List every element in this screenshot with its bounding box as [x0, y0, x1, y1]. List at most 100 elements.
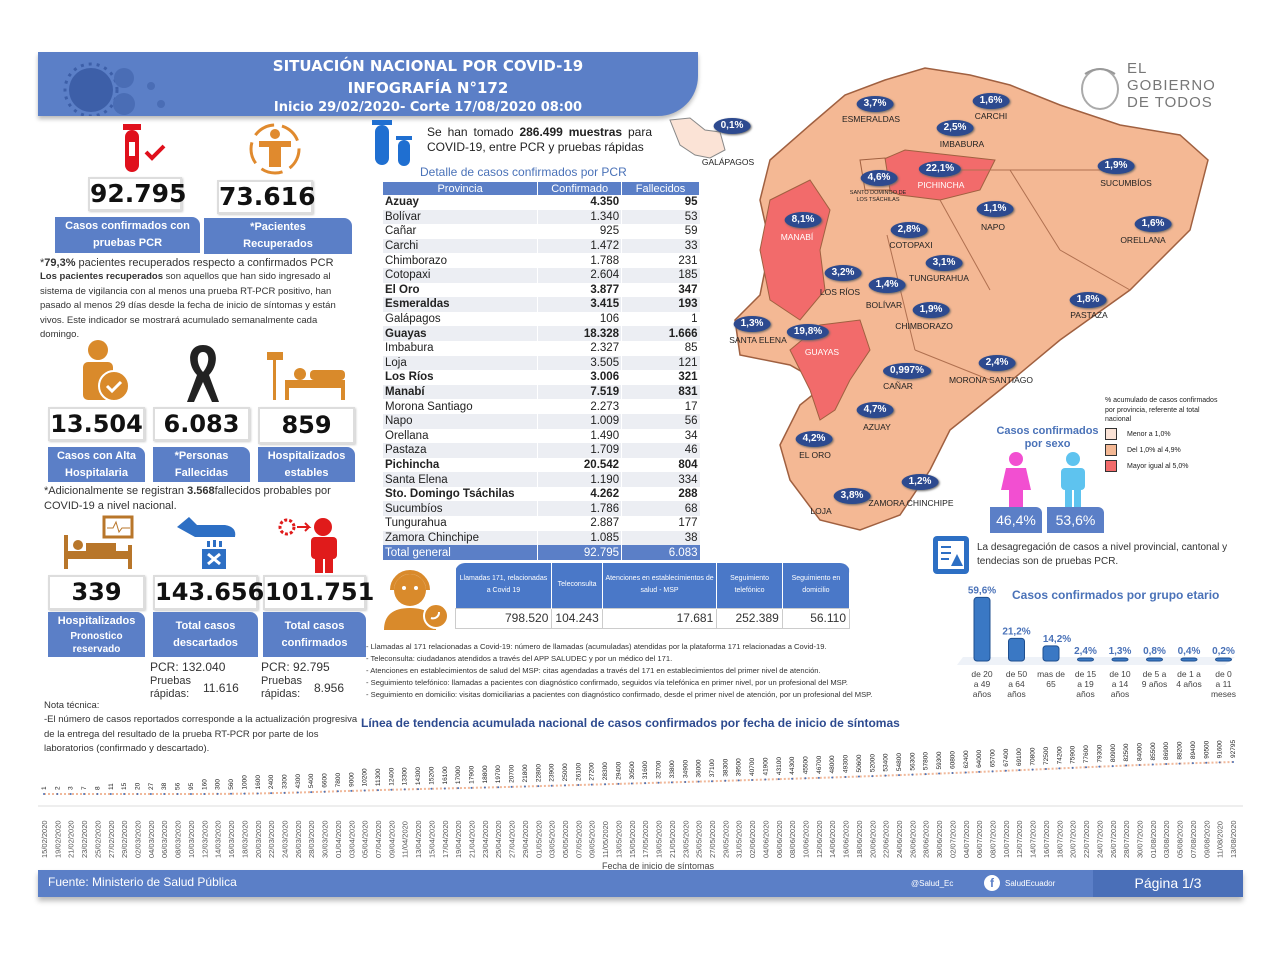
legend-label: Mayor igual al 5,0%	[1127, 462, 1189, 470]
trend-date-label: 05/04/2020	[361, 820, 370, 858]
deceased-count: 177	[621, 516, 700, 531]
age-bar	[1008, 637, 1025, 662]
trend-date-label: 04/07/2020	[962, 820, 971, 858]
trend-date-label: 06/07/2020	[975, 820, 984, 858]
legend-label: Del 1,0% al 4,9%	[1127, 446, 1181, 454]
call-note-line: - Teleconsulta: ciudadanos atendidos a t…	[366, 654, 673, 663]
confirmed-count: 925	[537, 224, 622, 239]
virus-icon	[63, 62, 165, 116]
confirmed-count: 1.340	[537, 209, 622, 225]
trend-point	[189, 792, 192, 795]
recovered-label: *Pacientes Recuperados	[204, 218, 352, 254]
legend-label: Menor a 1,0%	[1127, 430, 1171, 438]
deceased-count: 33	[621, 238, 700, 254]
trend-date-label: 10/03/2020	[187, 820, 196, 858]
recovered-value: 73.616	[217, 180, 315, 214]
table-row: Carchi 1.472 33	[383, 238, 700, 254]
province-name: El Oro	[385, 283, 420, 296]
twitter-handle[interactable]: @Salud_Ec	[911, 879, 954, 888]
trend-value-label: 77600	[1083, 745, 1090, 763]
call-column-value: 56.110	[781, 607, 850, 629]
trend-value-label: 2400	[268, 774, 275, 789]
deceased-label: *Personas Fallecidas	[153, 447, 250, 482]
trend-value-label: 22800	[535, 764, 542, 782]
trend-value-label: 88200	[1177, 741, 1184, 759]
trend-date-label: 16/07/2020	[1042, 820, 1051, 858]
trend-value-label: 27200	[589, 762, 596, 780]
trend-value-label: 48000	[829, 755, 836, 773]
trend-date-label: 02/03/2020	[134, 820, 143, 858]
trend-date-label: 12/07/2020	[1015, 820, 1024, 858]
table-row: Imbabura 2.327 85	[383, 340, 700, 356]
trend-date-label: 30/06/2020	[935, 820, 944, 858]
facebook-handle[interactable]: SaludEcuador	[1005, 879, 1056, 888]
province-percent-badge: 1,4%	[868, 277, 906, 293]
trend-point	[443, 787, 446, 790]
trend-value-label: 21800	[522, 764, 529, 782]
trend-value-label: 72500	[1043, 747, 1050, 765]
age-bar	[1077, 657, 1094, 662]
total-confirmed-label: Total casos confirmados	[263, 612, 366, 657]
recovered-definition-bold: Los pacientes recuperados	[40, 271, 164, 282]
deceased-count: 334	[621, 472, 700, 487]
trend-value-label: 300	[215, 779, 222, 790]
age-category-label: mas de 65	[1037, 669, 1065, 689]
trend-point	[657, 781, 660, 784]
trend-date-label: 23/04/2020	[481, 820, 490, 858]
table-row: Pastaza 1.709 46	[383, 443, 700, 458]
legend-swatch	[1105, 459, 1117, 472]
province-percent-badge: 1,6%	[1134, 216, 1172, 232]
age-category-label: de 20 a 49 años	[971, 669, 993, 699]
trend-value-label: 62400	[963, 750, 970, 768]
trend-value-label: 64000	[976, 749, 983, 767]
trend-value-label: 30500	[629, 761, 636, 779]
trend-date-label: 08/07/2020	[989, 820, 998, 858]
facebook-icon[interactable]: f	[984, 875, 1000, 891]
trend-value-label: 17000	[455, 766, 462, 784]
province-name: Napo	[383, 413, 538, 429]
age-bar-label: 0,4%	[1178, 646, 1201, 657]
trend-date-label: 27/05/2020	[708, 820, 717, 858]
trend-date-label: 06/03/2020	[160, 820, 169, 858]
trend-point	[283, 791, 286, 794]
age-bar	[973, 596, 991, 662]
trend-value-label: 20	[135, 782, 142, 790]
trend-point	[1191, 762, 1194, 765]
table-row: Azuay 4.350 95	[383, 195, 700, 210]
province-name: Pichincha	[385, 458, 440, 471]
trend-date-label: 12/03/2020	[200, 820, 209, 858]
trend-point	[791, 777, 794, 780]
trend-point	[978, 770, 981, 773]
call-note-line: - Seguimiento en domicilio: visitas domi…	[366, 690, 873, 699]
trend-date-label: 24/06/2020	[895, 820, 904, 858]
province-map-label: IMBABURA	[939, 139, 985, 149]
trend-date-label: 10/07/2020	[1002, 820, 1011, 858]
province-name: Bolívar	[383, 209, 538, 225]
trend-date-label: 25/02/2020	[93, 820, 102, 858]
trend-date-label: 25/04/2020	[494, 820, 503, 858]
call-column-value: 252.389	[716, 607, 783, 629]
trend-value-label: 59300	[936, 751, 943, 769]
trend-value-label: 19700	[495, 765, 502, 783]
trend-date-label: 30/07/2020	[1135, 820, 1144, 858]
trend-point	[737, 779, 740, 782]
trend-point	[216, 792, 219, 795]
age-bar-label: 0,2%	[1212, 646, 1235, 657]
province-percent-badge: 2,8%	[890, 222, 928, 238]
trend-date-label: 21/05/2020	[668, 820, 677, 858]
trend-value-label: 38300	[722, 758, 729, 776]
trend-point	[1218, 761, 1221, 764]
table-row: Zamora Chinchipe 1.085 38	[383, 530, 700, 546]
discarded-rapid-value: 11.616	[203, 681, 239, 695]
source-label: Fuente:	[48, 875, 93, 889]
province-name: Imbabura	[385, 342, 434, 355]
trend-date-label: 01/04/2020	[334, 820, 343, 858]
recovered-percent: 79,3%	[44, 257, 76, 269]
deceased-count: 1	[621, 311, 700, 327]
trend-date-label: 18/06/2020	[855, 820, 864, 858]
trend-value-label: 53400	[883, 753, 890, 771]
legend-swatch	[1105, 427, 1117, 440]
table-total-row: Total general 92.795 6.083	[383, 545, 700, 560]
province-map-label: MORONA SANTIAGO	[948, 375, 1034, 385]
